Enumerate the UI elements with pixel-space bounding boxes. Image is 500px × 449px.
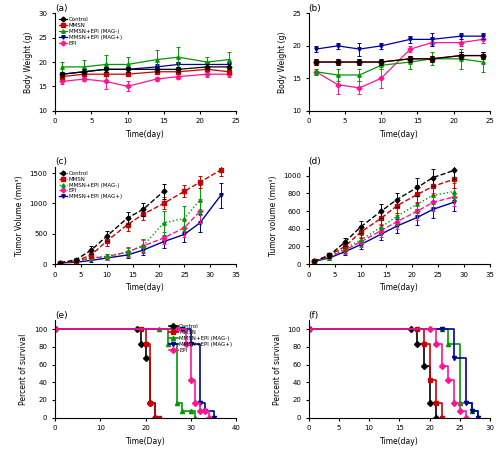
X-axis label: Time(day): Time(day)	[126, 283, 165, 292]
Legend: Control, MMSN, MMSN+EPI (MAG-), MMSN+EPI (MAG+), EPI: Control, MMSN, MMSN+EPI (MAG-), MMSN+EPI…	[168, 323, 234, 354]
X-axis label: Time(day): Time(day)	[126, 130, 165, 139]
Legend: Control, MMSN, MMSN+EPI (MAG-), MMSN+EPI (MAG+), EPI: Control, MMSN, MMSN+EPI (MAG-), MMSN+EPI…	[58, 16, 123, 47]
Y-axis label: Tumor volume (mm³): Tumor volume (mm³)	[268, 175, 278, 256]
X-axis label: Time(day): Time(day)	[380, 283, 418, 292]
X-axis label: Time(day): Time(day)	[380, 437, 418, 446]
X-axis label: Time(day): Time(day)	[380, 130, 418, 139]
X-axis label: Time(Day): Time(Day)	[126, 437, 166, 446]
Text: (d): (d)	[308, 157, 322, 166]
Y-axis label: Percent of survival: Percent of survival	[273, 333, 282, 405]
Text: (e): (e)	[55, 311, 68, 320]
Y-axis label: Body Weight (g): Body Weight (g)	[278, 31, 286, 93]
Text: (c): (c)	[55, 157, 67, 166]
Y-axis label: Body Weight (g): Body Weight (g)	[24, 31, 33, 93]
Text: (b): (b)	[308, 4, 322, 13]
Y-axis label: Percent of survival: Percent of survival	[20, 333, 28, 405]
Legend: Control, MMSN, MMSN+EPI (MAG-), EPI, MMSN+EPI (MAG+): Control, MMSN, MMSN+EPI (MAG-), EPI, MMS…	[58, 170, 123, 200]
Text: (a): (a)	[55, 4, 68, 13]
Text: (f): (f)	[308, 311, 319, 320]
Y-axis label: Tumor Volume (mm³): Tumor Volume (mm³)	[15, 175, 24, 256]
